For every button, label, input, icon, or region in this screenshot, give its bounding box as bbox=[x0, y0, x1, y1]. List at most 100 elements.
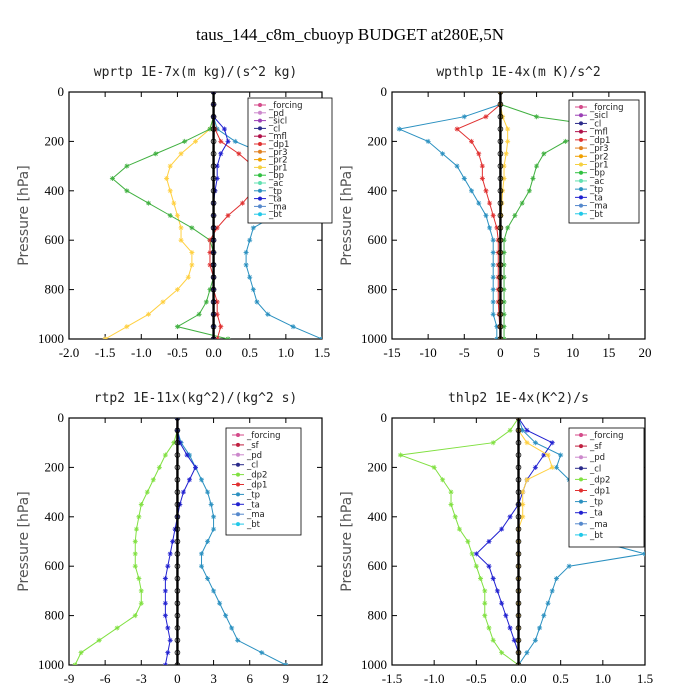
series-point-green bbox=[109, 175, 115, 181]
series-point-tp bbox=[283, 662, 289, 665]
legend-marker bbox=[258, 142, 262, 146]
series-point-tp bbox=[490, 262, 496, 268]
series-point-ta bbox=[186, 477, 192, 483]
series-point-tp bbox=[199, 563, 205, 569]
legend-entry: _dp1 bbox=[268, 140, 289, 150]
legend-entry: _ta bbox=[246, 500, 260, 510]
x-tick-label: -0.5 bbox=[167, 345, 188, 360]
series-point-tp bbox=[290, 324, 296, 330]
legend-entry: _tp bbox=[246, 490, 260, 500]
y-axis-label: Pressure [hPa] bbox=[339, 491, 355, 591]
y-tick-label: 600 bbox=[368, 558, 388, 573]
series-point-tp bbox=[396, 126, 402, 132]
legend-entry: _mfl bbox=[589, 128, 608, 138]
legend-marker bbox=[579, 178, 583, 183]
series-point-black bbox=[515, 625, 522, 631]
series-point-yellow bbox=[549, 464, 555, 470]
series-point-black bbox=[497, 188, 504, 194]
legend-entry: _tp bbox=[268, 187, 282, 197]
series-point-tp bbox=[254, 299, 260, 305]
legend: _forcing_sf_pd_cl_dp2_dp1_tp_ta_ma_bt bbox=[225, 427, 302, 536]
legend-marker bbox=[236, 472, 240, 477]
series-point-green bbox=[505, 225, 511, 231]
series-point-tp bbox=[461, 114, 467, 120]
legend-marker bbox=[236, 433, 240, 437]
legend-entry: _pr2 bbox=[268, 156, 288, 166]
legend-entry: _bt bbox=[246, 520, 261, 530]
series-point-green bbox=[519, 200, 525, 206]
series-point-dp1 bbox=[207, 262, 213, 268]
series-point-ta bbox=[541, 452, 547, 458]
legend-entry: _ma bbox=[589, 202, 608, 212]
x-tick-label: -15 bbox=[383, 345, 400, 360]
series-point-dp2 bbox=[150, 477, 156, 483]
legend-marker bbox=[258, 157, 262, 162]
legend-entry: _dp1 bbox=[589, 136, 610, 146]
series-point-green bbox=[501, 262, 507, 268]
series-point-dp2 bbox=[431, 464, 437, 470]
panel-title: rtp2 1E-11x(kg^2)/(kg^2 s) bbox=[94, 391, 298, 406]
legend-marker bbox=[258, 181, 262, 185]
series-point-black bbox=[174, 427, 181, 434]
x-tick-label: 12 bbox=[316, 671, 329, 686]
legend: _forcing_pd_sicl_cl_mfl_dp1_pr3_pr2_pr1_… bbox=[247, 97, 333, 224]
series-point-black bbox=[497, 126, 504, 132]
series-point-black bbox=[515, 563, 522, 569]
series-point-tp bbox=[205, 576, 211, 582]
series-point-black bbox=[210, 212, 217, 219]
legend-marker bbox=[579, 488, 583, 493]
series-point-tp bbox=[205, 489, 211, 495]
y-tick-label: 800 bbox=[368, 608, 388, 623]
series-point-tp bbox=[217, 600, 223, 606]
series-point-black bbox=[174, 439, 181, 446]
series-point-green bbox=[207, 126, 213, 132]
legend-entry: _ma bbox=[589, 520, 608, 530]
series-point-tp bbox=[494, 324, 500, 330]
y-tick-label: 800 bbox=[45, 282, 65, 297]
series-point-dp1 bbox=[214, 225, 220, 231]
x-tick-label: 1.5 bbox=[637, 671, 653, 686]
x-tick-label: 15 bbox=[602, 345, 615, 360]
series-point-black bbox=[497, 262, 504, 268]
series-point-ta bbox=[549, 440, 555, 446]
series-point-ta bbox=[218, 151, 224, 157]
legend-entry: _tp bbox=[589, 185, 603, 195]
x-tick-label: 0.5 bbox=[242, 345, 258, 360]
legend-marker bbox=[579, 187, 583, 192]
series-point-dp2 bbox=[132, 563, 138, 569]
series-point-dp2 bbox=[482, 588, 488, 594]
plot-frame bbox=[68, 417, 323, 666]
legend-marker bbox=[236, 512, 240, 517]
series-point-ta bbox=[507, 625, 513, 631]
series-point-ta bbox=[532, 464, 538, 470]
series-point-black bbox=[210, 200, 217, 206]
series-point-black bbox=[174, 588, 181, 594]
legend-marker bbox=[258, 126, 262, 131]
series-point-ta bbox=[473, 551, 479, 557]
series-point-ta bbox=[214, 175, 220, 181]
series-point-tp bbox=[250, 225, 256, 231]
series-point-dp2 bbox=[78, 650, 84, 656]
x-tick-label: -3 bbox=[136, 671, 147, 686]
legend-marker bbox=[579, 162, 583, 167]
series-point-tp bbox=[211, 588, 217, 594]
x-tick-label: -1.5 bbox=[382, 671, 403, 686]
series-point-dp2 bbox=[448, 489, 454, 495]
series-point-ta bbox=[170, 539, 176, 544]
y-tick-label: 0 bbox=[58, 84, 65, 99]
series-point-tp bbox=[211, 514, 217, 520]
series-point-yellow bbox=[178, 225, 184, 231]
series-point-dp1 bbox=[454, 126, 460, 132]
panel-3: rtp2 1E-11x(kg^2)/(kg^2 s) Pressure [hPa]… bbox=[16, 391, 329, 686]
series-point-tp bbox=[490, 287, 496, 293]
series-point-dp2 bbox=[138, 600, 144, 606]
y-tick-label: 200 bbox=[368, 133, 388, 148]
series-point-dp1 bbox=[218, 138, 224, 144]
series-point-green bbox=[189, 225, 195, 231]
series-point-black bbox=[515, 662, 522, 665]
series-point-dp2 bbox=[397, 452, 403, 458]
series-point-yellow bbox=[174, 287, 180, 293]
series-point-tp bbox=[532, 637, 538, 643]
series-point-yellow bbox=[178, 151, 184, 157]
